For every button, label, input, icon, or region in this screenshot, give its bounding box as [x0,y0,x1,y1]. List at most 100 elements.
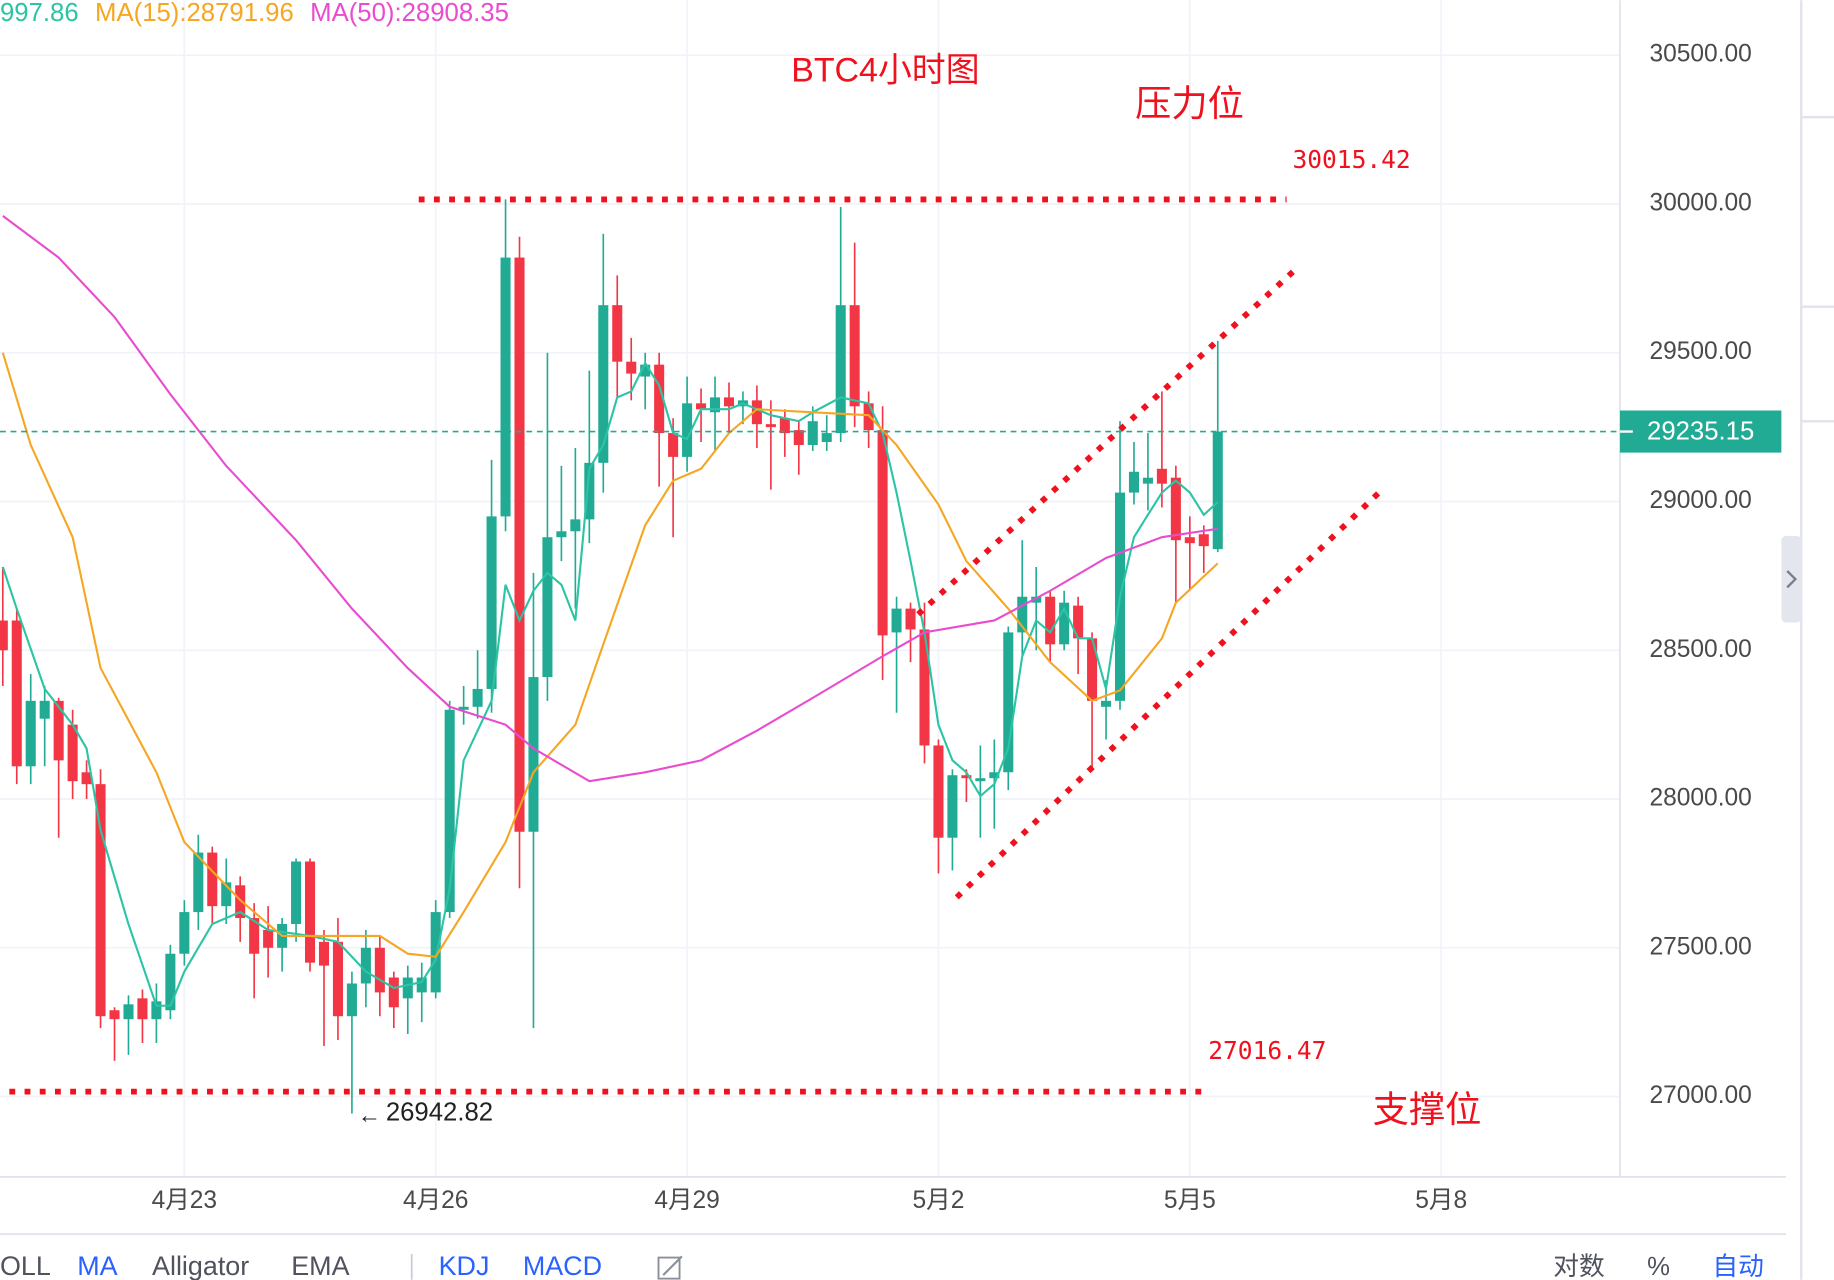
candle-body [249,918,260,954]
y-tick-label: 29500.00 [1649,338,1751,365]
candle-body [53,700,64,761]
candle-body [821,433,832,443]
candle-body [332,941,343,1017]
candle-body [263,929,274,948]
indicator-button[interactable]: OLL [0,1251,51,1280]
x-tick-label: 4月26 [403,1187,469,1214]
candle-body [696,403,707,410]
trend-line-upper [916,264,1301,617]
y-tick-label: 29000.00 [1649,487,1751,514]
scale-option[interactable]: 自动 [1712,1252,1763,1280]
candle-body [193,852,204,913]
chart-title: BTC4小时图 [791,52,979,90]
y-tick-label: 30000.00 [1649,189,1751,216]
candle-body [151,1001,162,1020]
candle-body [556,531,567,538]
scale-option[interactable]: 对数 [1553,1252,1604,1280]
indicator-button[interactable]: MA [77,1251,117,1280]
candle-body [207,852,218,907]
candle-body [765,424,776,428]
plot-area [0,199,1223,1114]
candle-body [598,305,609,463]
candle-body [933,745,944,838]
candle-body [975,778,986,782]
candle-body [179,912,190,954]
candle-body [1059,602,1070,645]
candle-body [793,430,804,445]
x-tick-label: 5月2 [913,1187,965,1214]
resistance-label: 压力位 [1135,83,1244,124]
icon-pen [662,1255,683,1276]
candle-body [514,257,525,832]
x-tick-label: 4月23 [152,1187,218,1214]
trend-line-lower [954,489,1383,900]
candle-body [640,364,651,377]
x-tick-label: 5月5 [1164,1187,1216,1214]
candle-body [961,775,972,779]
candle-body [709,397,721,413]
candle-body [723,397,735,407]
candle-body [318,941,330,966]
support-value: 27016.47 [1208,1036,1326,1065]
candle-body [1003,632,1014,773]
candle-body [444,709,455,913]
candle-body [779,418,790,434]
candle-body [360,947,371,984]
candle-body [165,953,176,1011]
candle-body [25,700,36,767]
candle-body [1031,596,1042,603]
candle-body [947,775,958,838]
x-tick-label: 4月29 [654,1187,720,1214]
candle-body [388,977,399,1008]
indicator-button[interactable]: MACD [523,1251,602,1280]
candle-body [81,772,92,785]
y-tick-label: 27500.00 [1649,933,1751,960]
ma-line [2,215,1218,783]
candle-body [668,433,679,457]
icon-frame [657,1256,681,1280]
candle-body [430,912,441,993]
panel-toggle[interactable] [1781,535,1802,623]
toolbar-edit-icon[interactable] [657,1255,683,1280]
candle-body [1101,700,1112,707]
candle-body [877,430,888,636]
indicator-button[interactable]: EMA [291,1251,349,1280]
candle-body [849,305,860,407]
candle-body [486,516,497,689]
candle-body [1073,605,1084,639]
candle-body [891,608,902,633]
panel-toggle-arrow [1786,570,1798,589]
candle-body [626,361,637,374]
candle-body [291,861,302,924]
low-value: 26942.82 [386,1098,493,1126]
candle-body [528,677,539,832]
candle-body [570,519,581,532]
last-price-box [1619,410,1782,453]
indicator-button[interactable]: Alligator [152,1251,249,1280]
candle-body [123,1004,134,1020]
candle-body [137,998,148,1020]
candle-body [807,421,818,445]
candle-body [682,403,693,457]
candle-body [500,257,511,517]
candle-body [235,885,246,919]
y-tick-label: 27000.00 [1649,1082,1751,1109]
candle-body [919,629,930,746]
legend-entry: MA(15):28791.96 [95,0,294,27]
indicator-button[interactable]: KDJ [439,1251,490,1280]
candle-body [1156,468,1167,484]
candle-body [1198,534,1209,547]
overlay: 27000.00 27500.00 28000.00 28500.00 29000.00… [0,0,1782,1280]
candle-body [542,537,553,678]
legend-entry: MA(50):28908.35 [310,0,509,27]
candle-body [654,364,665,434]
support-label: 支撑位 [1373,1089,1482,1130]
candle-body [221,882,232,907]
ma-line [1,360,1219,1007]
candle-body [751,400,762,425]
scale-option[interactable]: % [1647,1253,1670,1280]
candle-body [0,620,8,651]
candle-body [584,462,595,520]
candle-body [109,1010,120,1020]
candle-body [39,700,50,719]
